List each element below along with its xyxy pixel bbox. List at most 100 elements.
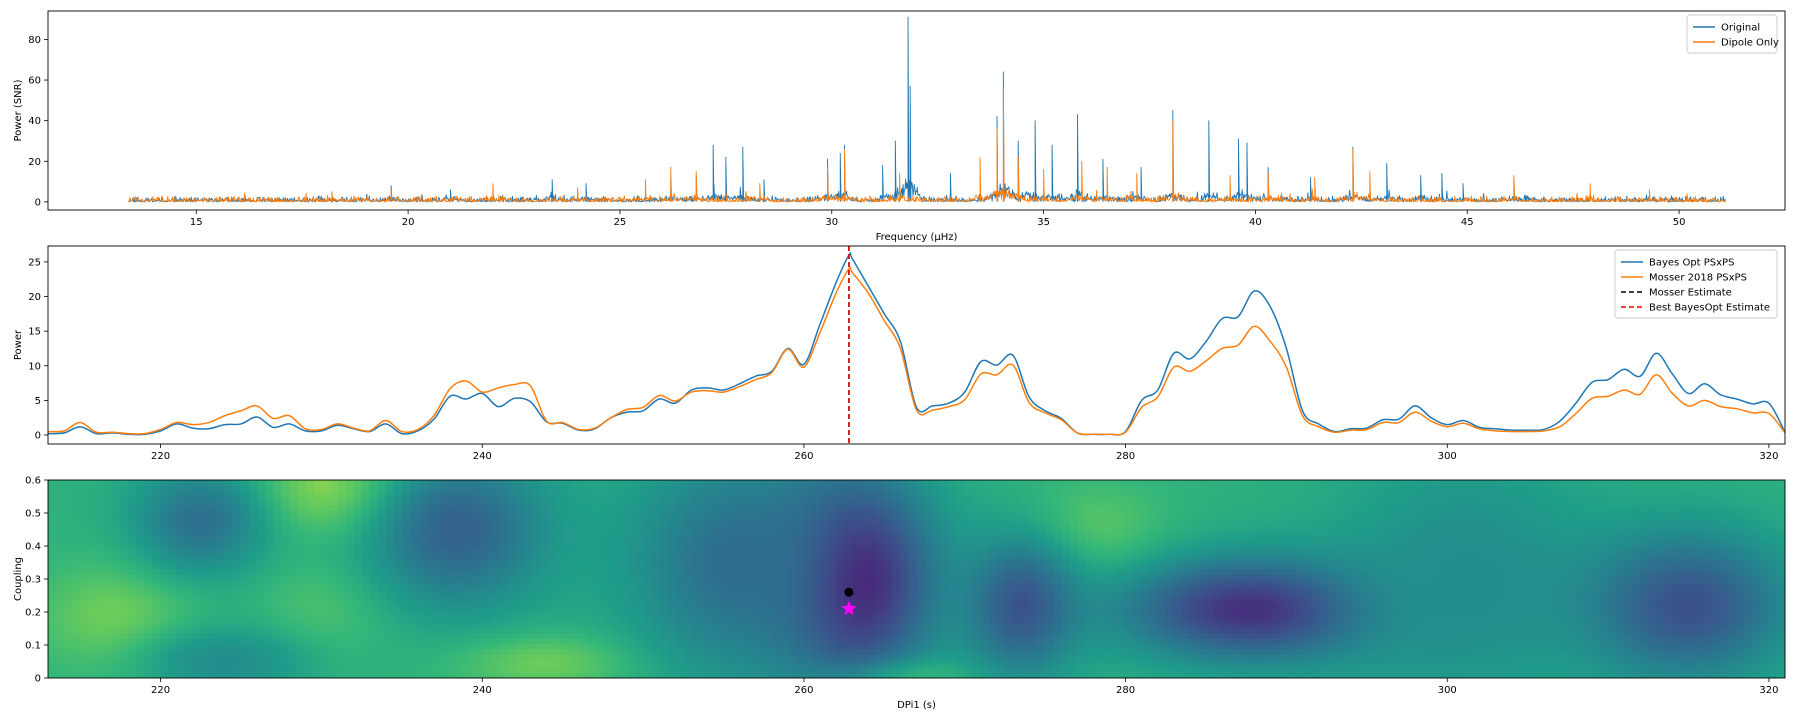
heatmap-cell: [691, 534, 700, 540]
heatmap-cell: [562, 514, 572, 521]
heatmap-cell: [466, 643, 475, 649]
heatmap-cell: [345, 598, 355, 605]
heatmap-cell: [409, 618, 419, 625]
heatmap-cell: [136, 608, 146, 615]
heatmap-cell: [313, 579, 323, 585]
heatmap-cell: [771, 564, 781, 570]
heatmap-cell: [610, 484, 620, 491]
heatmap-cell: [305, 663, 314, 669]
heatmap-cell: [964, 633, 974, 639]
heatmap-cell: [281, 529, 290, 536]
heatmap-cell: [265, 554, 274, 560]
heatmap-cell: [184, 504, 194, 511]
x-tick-label: 280: [1116, 451, 1135, 462]
heatmap-cell: [88, 603, 97, 610]
heatmap-cell: [852, 489, 861, 496]
heatmap-cell: [651, 633, 660, 639]
heatmap-cell: [353, 549, 363, 555]
heatmap-cell: [659, 658, 668, 664]
heatmap-cell: [409, 569, 419, 575]
heatmap-cell: [249, 519, 258, 526]
heatmap-cell: [442, 623, 451, 630]
heatmap-cell: [659, 494, 668, 501]
heatmap-cell: [144, 603, 154, 610]
heatmap-cell: [538, 569, 548, 575]
heatmap-cell: [586, 559, 596, 565]
heatmap-cell: [273, 663, 282, 669]
heatmap-cell: [393, 583, 403, 590]
heatmap-cell: [136, 603, 146, 610]
heatmap-cell: [562, 593, 572, 600]
heatmap-cell: [771, 499, 781, 506]
heatmap-cell: [466, 623, 475, 630]
heatmap-cell: [908, 499, 918, 506]
heatmap-cell: [241, 598, 250, 605]
heatmap-cell: [683, 623, 692, 630]
heatmap-cell: [723, 593, 733, 600]
heatmap-cell: [72, 499, 81, 506]
heatmap-cell: [868, 658, 877, 664]
heatmap-cell: [337, 494, 347, 501]
heatmap-cell: [425, 663, 435, 669]
heatmap-cell: [273, 593, 282, 600]
heatmap-cell: [747, 574, 757, 580]
heatmap-cell: [731, 504, 741, 511]
heatmap-cell: [546, 494, 556, 501]
heatmap-cell: [610, 494, 620, 501]
heatmap-cell: [104, 603, 113, 610]
heatmap-cell: [72, 658, 81, 664]
heatmap-cell: [425, 484, 435, 491]
heatmap-cell: [707, 549, 717, 555]
heatmap-cell: [916, 569, 926, 575]
heatmap-cell: [635, 569, 644, 575]
heatmap-cell: [554, 524, 564, 531]
heatmap-cell: [779, 539, 789, 545]
heatmap-cell: [377, 598, 387, 605]
heatmap-cell: [241, 653, 250, 659]
heatmap-cell: [868, 598, 877, 605]
heatmap-cell: [120, 643, 130, 649]
heatmap-cell: [578, 653, 588, 659]
heatmap-cell: [128, 603, 138, 610]
heatmap-cell: [860, 618, 869, 625]
heatmap-cell: [257, 494, 266, 501]
heatmap-cell: [1021, 658, 1030, 664]
heatmap-cell: [216, 554, 226, 560]
heatmap-cell: [160, 549, 170, 555]
heatmap-cell: [136, 564, 146, 570]
heatmap-cell: [417, 574, 427, 580]
heatmap-cell: [618, 613, 628, 620]
heatmap-cell: [618, 633, 628, 639]
heatmap-cell: [956, 588, 966, 595]
heatmap-cell: [281, 579, 290, 585]
heatmap-cell: [361, 514, 371, 521]
heatmap-cell: [160, 524, 170, 531]
heatmap-cell: [787, 544, 797, 550]
heatmap-cell: [868, 534, 877, 540]
heatmap-cell: [401, 554, 411, 560]
heatmap-cell: [570, 613, 580, 620]
heatmap-cell: [241, 648, 250, 654]
heatmap-cell: [369, 559, 379, 565]
heatmap-cell: [562, 638, 572, 644]
heatmap-cell: [1013, 544, 1022, 550]
heatmap-cell: [273, 480, 282, 486]
heatmap-cell: [506, 519, 516, 526]
heatmap-cell: [337, 519, 347, 526]
heatmap-cell: [393, 484, 403, 491]
heatmap-cell: [996, 623, 1006, 630]
heatmap-cell: [530, 648, 540, 654]
heatmap-cell: [876, 583, 885, 590]
heatmap-cell: [305, 569, 314, 575]
heatmap-cell: [594, 509, 604, 516]
heatmap-cell: [988, 583, 998, 590]
heatmap-cell: [514, 494, 524, 501]
heatmap-cell: [884, 480, 893, 486]
heatmap-cell: [345, 514, 355, 521]
heatmap-cell: [844, 514, 853, 521]
heatmap-cell: [88, 579, 97, 585]
heatmap-cell: [820, 593, 829, 600]
heatmap-cell: [820, 603, 829, 610]
heatmap-cell: [820, 658, 829, 664]
heatmap-cell: [594, 638, 604, 644]
